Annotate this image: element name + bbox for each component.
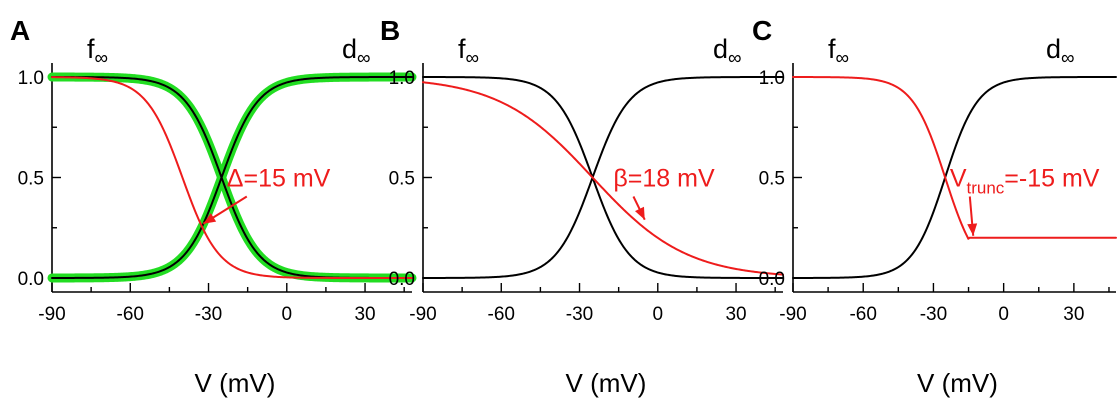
series-line	[792, 76, 1117, 240]
x-axis-label: V (mV)	[917, 368, 998, 398]
d-inf-label: d∞	[342, 34, 371, 69]
x-tick-label: 0	[281, 304, 292, 325]
series-line	[422, 76, 784, 279]
x-tick-label: 0	[652, 304, 663, 325]
series-line	[51, 76, 413, 279]
y-tick-label: 0.0	[759, 269, 785, 290]
y-tick-label: 0.5	[759, 169, 785, 190]
f-inf-label: f∞	[828, 34, 849, 69]
y-tick-label: 0.5	[18, 169, 44, 190]
x-tick-label: -90	[38, 304, 65, 325]
d-inf-label: d∞	[1046, 34, 1075, 69]
arrow-head-icon	[634, 206, 645, 220]
x-tick-label: -90	[409, 304, 436, 325]
panel-A: A 0.0 0.5 1.0 -90 -60 -30 0 30 V (mV) f∞ d∞ Δ=15 mV	[10, 15, 417, 398]
d-inf-label: d∞	[713, 34, 742, 69]
y-tick-label: 1.0	[18, 68, 44, 89]
x-tick-label: -60	[849, 304, 876, 325]
arrow-head-icon	[203, 213, 217, 224]
series-line	[422, 76, 784, 279]
panel-B: B 0.0 0.5 1.0 -90 -60 -30 0 30 V (mV) f∞ d∞ β=18 mV	[380, 15, 784, 398]
y-tick-label: 0.0	[389, 269, 415, 290]
x-tick-label: 0	[998, 304, 1009, 325]
arrow-head-icon	[967, 223, 978, 236]
series-line	[422, 81, 784, 276]
x-tick-label: 30	[354, 304, 375, 325]
x-tick-label: -30	[195, 304, 222, 325]
y-tick-label: 1.0	[759, 68, 785, 89]
x-tick-label: -30	[920, 304, 947, 325]
series-line	[51, 76, 413, 279]
y-tick-label: 1.0	[389, 68, 415, 89]
annotation-label: Δ=15 mV	[227, 165, 331, 193]
panel-letter: A	[10, 15, 30, 46]
y-tick-label: 0.0	[18, 269, 44, 290]
x-tick-label: -60	[488, 304, 515, 325]
panel-letter: C	[752, 15, 772, 46]
annotation-label: Vtrunc=-15 mV	[950, 165, 1100, 198]
x-axis-label: V (mV)	[195, 368, 276, 398]
f-inf-label: f∞	[87, 34, 108, 69]
x-tick-label: 30	[725, 304, 746, 325]
y-tick-label: 0.5	[389, 169, 415, 190]
x-tick-label: 30	[1063, 304, 1084, 325]
x-tick-label: -60	[117, 304, 144, 325]
x-tick-label: -30	[566, 304, 593, 325]
x-tick-label: -90	[779, 304, 806, 325]
x-axis-label: V (mV)	[566, 368, 647, 398]
panel-C: C 0.0 0.5 1.0 -90 -60 -30 0 30 V (mV) f∞ d∞ Vtrunc=-…	[752, 15, 1117, 398]
annotation-label: β=18 mV	[613, 165, 715, 193]
series-line	[792, 76, 1117, 279]
panel-letter: B	[380, 15, 400, 46]
f-inf-label: f∞	[458, 34, 479, 69]
